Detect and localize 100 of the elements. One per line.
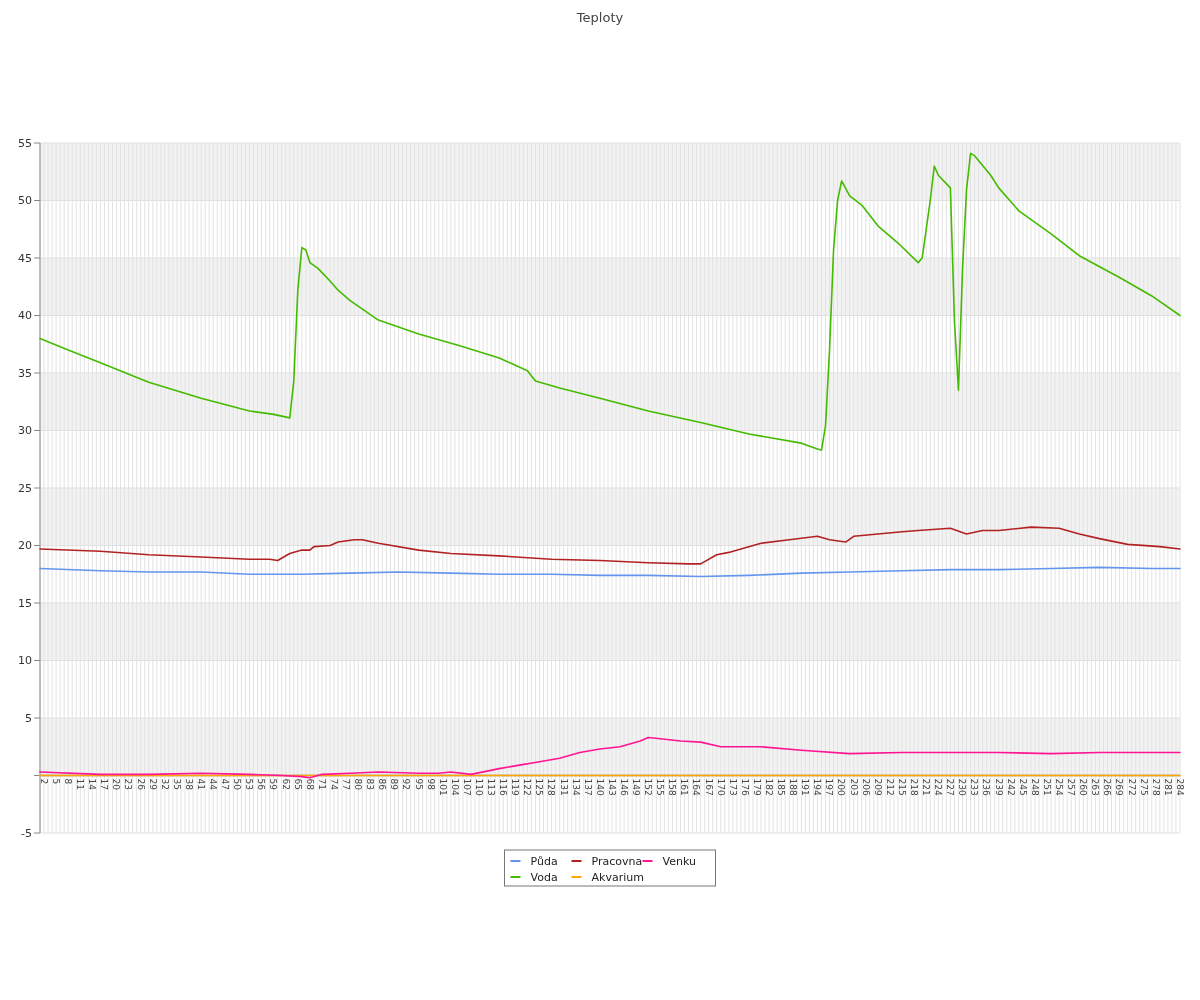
legend-label: Venku <box>662 854 696 868</box>
x-tick-label: 179 <box>751 778 762 796</box>
x-tick-label: 200 <box>836 778 847 796</box>
x-tick-label: 218 <box>908 778 919 796</box>
x-tick-label: 233 <box>969 778 980 796</box>
x-tick-label: 236 <box>981 778 992 796</box>
y-tick-label: 30 <box>18 424 32 438</box>
y-tick-label: 20 <box>18 539 32 553</box>
x-tick-label: 134 <box>570 778 581 796</box>
x-tick-label: 182 <box>763 778 774 796</box>
x-tick-label: 206 <box>860 778 871 796</box>
y-tick-label: 15 <box>18 596 32 610</box>
x-tick-label: 35 <box>171 778 182 790</box>
x-tick-label: 143 <box>606 778 617 796</box>
x-tick-label: 11 <box>75 778 86 790</box>
x-tick-label: 50 <box>232 778 243 791</box>
x-tick-label: 38 <box>183 778 194 791</box>
x-tick-label: 266 <box>1102 778 1113 796</box>
x-tick-label: 191 <box>800 778 811 796</box>
x-tick-label: 128 <box>546 778 557 796</box>
x-tick-label: 230 <box>957 778 968 796</box>
x-tick-label: 155 <box>655 778 666 796</box>
y-tick-label: 40 <box>18 309 32 323</box>
x-tick-label: 98 <box>425 778 436 791</box>
x-tick-label: 92 <box>401 778 412 790</box>
x-tick-label: 149 <box>631 778 642 796</box>
x-tick-label: 119 <box>510 778 521 796</box>
x-tick-label: 248 <box>1029 778 1040 796</box>
legend-label: Voda <box>530 870 558 884</box>
x-tick-label: 272 <box>1126 778 1137 796</box>
x-tick-label: 137 <box>582 778 593 796</box>
x-tick-label: 224 <box>933 778 944 796</box>
x-tick-label: 209 <box>872 778 883 796</box>
x-tick-label: 44 <box>208 778 219 791</box>
x-tick-label: 59 <box>268 778 279 791</box>
x-tick-label: 281 <box>1162 778 1173 796</box>
legend-label: Akvarium <box>591 870 644 884</box>
x-tick-label: 83 <box>365 778 376 790</box>
x-tick-label: 23 <box>123 778 134 790</box>
x-tick-label: 53 <box>244 778 255 790</box>
x-tick-label: 62 <box>280 778 291 790</box>
x-tick-label: 194 <box>812 778 823 796</box>
x-tick-label: 47 <box>220 778 231 790</box>
x-tick-label: 8 <box>63 778 74 785</box>
x-tick-label: 245 <box>1017 778 1028 796</box>
x-tick-label: 101 <box>437 778 448 796</box>
x-tick-label: 104 <box>449 778 460 796</box>
x-tick-label: 14 <box>87 778 98 791</box>
x-tick-label: 221 <box>921 778 932 796</box>
y-tick-label: 5 <box>25 711 32 725</box>
legend-label: Pracovna <box>591 854 643 868</box>
y-tick-label: 45 <box>18 251 32 265</box>
x-tick-label: 269 <box>1114 778 1125 796</box>
x-tick-label: 32 <box>159 778 170 790</box>
x-tick-label: 131 <box>558 778 569 796</box>
x-tick-label: 125 <box>534 778 545 796</box>
x-tick-label: 227 <box>945 778 956 796</box>
x-tick-label: 77 <box>341 778 351 790</box>
y-tick-label: 25 <box>18 481 32 495</box>
x-tick-label: 107 <box>461 778 472 796</box>
x-tick-label: 254 <box>1054 778 1064 796</box>
x-tick-label: 68 <box>304 778 315 791</box>
line-series <box>39 152 1181 451</box>
x-tick-label: 26 <box>135 778 146 791</box>
x-tick-label: 242 <box>1005 778 1016 796</box>
x-tick-label: 80 <box>353 778 364 791</box>
x-tick-label: 164 <box>691 778 702 796</box>
y-tick-label: 10 <box>18 654 32 668</box>
x-tick-label: 89 <box>389 778 400 791</box>
y-tick-label: 55 <box>18 136 32 150</box>
x-tick-label: 41 <box>195 778 206 790</box>
x-tick-label: 140 <box>594 778 605 796</box>
y-tick-label: -5 <box>21 826 32 840</box>
x-tick-label: 158 <box>667 778 678 796</box>
x-tick-label: 212 <box>884 778 895 796</box>
x-tick-label: 122 <box>522 778 533 796</box>
chart-title: Teploty <box>575 10 624 25</box>
x-tick-label: 74 <box>328 778 339 791</box>
x-tick-label: 176 <box>739 778 750 796</box>
x-tick-label: 275 <box>1138 778 1149 796</box>
y-tick-label: 35 <box>18 366 32 380</box>
x-tick-label: 20 <box>111 778 122 791</box>
x-tick-label: 65 <box>292 778 303 790</box>
x-tick-label: 215 <box>896 778 907 796</box>
x-tick-label: 284 <box>1174 778 1185 796</box>
x-tick-label: 113 <box>486 778 497 796</box>
legend-label: Půda <box>530 854 558 868</box>
line-series <box>39 566 1181 578</box>
x-tick-label: 173 <box>727 778 738 796</box>
x-tick-label: 95 <box>413 778 424 790</box>
x-tick-label: 161 <box>679 778 690 796</box>
x-tick-label: 2 <box>38 778 49 785</box>
x-tick-label: 56 <box>256 778 267 791</box>
x-tick-label: 110 <box>473 778 484 796</box>
x-tick-label: 203 <box>848 778 859 796</box>
x-tick-label: 71 <box>316 778 327 790</box>
line-series <box>39 526 1181 565</box>
x-tick-label: 5 <box>50 778 61 785</box>
x-tick-label: 263 <box>1090 778 1101 796</box>
x-tick-label: 86 <box>377 778 388 791</box>
